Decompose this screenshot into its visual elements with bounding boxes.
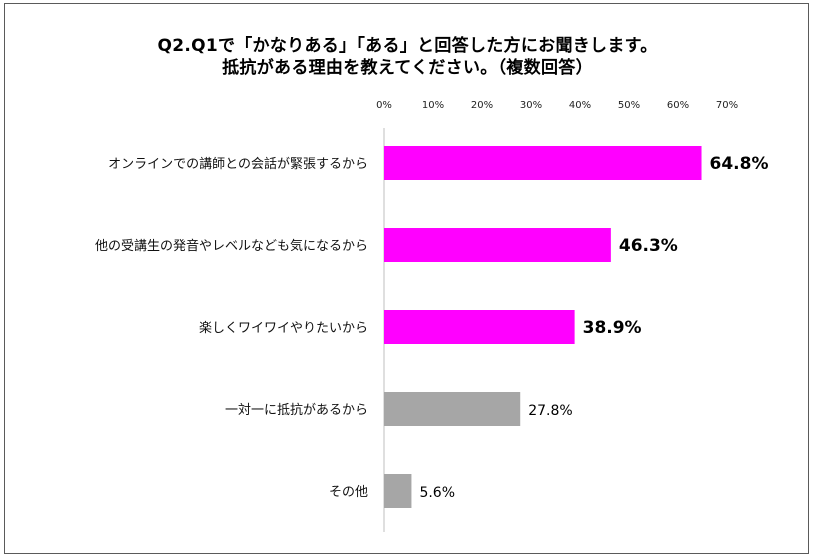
data-label: 64.8% [710,154,769,174]
data-label: 46.3% [619,236,678,256]
bar [384,392,521,426]
chart-frame [4,3,809,554]
bar [384,310,575,344]
x-tick-label: 40% [569,100,591,111]
bar [384,146,702,180]
category-label: オンラインでの講師との会話が緊張するから [108,156,368,172]
category-label: 一対一に抵抗があるから [225,403,368,418]
data-label: 27.8% [528,403,572,419]
x-tick-label: 10% [422,100,444,111]
chart-title: Q2.Q1で「かなりある」「ある」と回答した方にお聞きします。 [157,36,658,56]
x-tick-label: 0% [376,100,392,111]
x-tick-label: 30% [520,100,542,111]
bar [384,474,412,508]
category-label: 楽しくワイワイやりたいから [199,320,368,336]
bar [384,228,611,262]
x-tick-label: 20% [471,100,493,111]
category-label: 他の受講生の発音やレベルなども気になるから [95,238,368,254]
chart-subtitle: 抵抗がある理由を教えてください。（複数回答） [222,58,593,78]
x-tick-label: 50% [618,100,640,111]
x-tick-label: 70% [716,100,738,111]
category-label: その他 [329,485,368,500]
data-label: 5.6% [419,485,455,501]
x-tick-label: 60% [667,100,689,111]
data-label: 38.9% [583,318,642,338]
